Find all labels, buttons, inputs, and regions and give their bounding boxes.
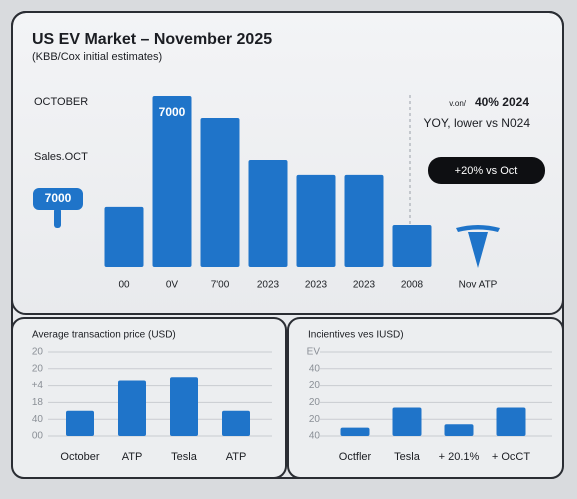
y-tick-label: +4 [32, 380, 44, 391]
chart-title: Average transaction price (USD) [32, 330, 176, 341]
x-tick-label: October [60, 451, 99, 463]
top-panel [11, 11, 564, 315]
bar [340, 427, 370, 436]
bar [392, 407, 422, 436]
logo [456, 225, 500, 268]
x-tick-label: + 20.1% [439, 451, 480, 463]
bar [152, 96, 192, 267]
x-tick-label: 7'00 [211, 280, 230, 291]
bar [222, 410, 250, 436]
y-tick-label: 40 [309, 363, 321, 374]
y-tick-label: 40 [309, 431, 321, 442]
callout-text: 7000 [45, 191, 72, 205]
y-tick-label: 20 [309, 397, 321, 408]
y-tick-label: 18 [32, 397, 44, 408]
right-panel [287, 317, 564, 479]
subtitle: (KBB/Cox initial estimates) [32, 51, 162, 63]
bar [170, 377, 198, 436]
x-tick-label: 0V [166, 280, 179, 291]
x-tick-label: Octfler [339, 451, 372, 463]
x-tick-label: 2008 [401, 280, 424, 291]
bar [66, 410, 94, 436]
y-tick-label: 20 [309, 414, 321, 425]
chart-title: Incientives ves IUSD) [308, 330, 404, 341]
annotation: OCTOBER [34, 96, 88, 108]
x-tick-label: 00 [118, 280, 130, 291]
y-tick-label: 20 [32, 363, 44, 374]
bar [496, 407, 526, 436]
y-tick-label: 20 [32, 347, 44, 358]
bar [444, 424, 474, 436]
callout-stem [54, 208, 61, 228]
bar [296, 174, 336, 267]
annotation: 40% 2024 [475, 95, 529, 109]
x-tick-label: Nov ATP [459, 280, 498, 291]
x-tick-label: Tesla [171, 451, 198, 463]
y-tick-label: 20 [309, 380, 321, 391]
y-tick-label: 40 [32, 414, 44, 425]
annotation: YOY, lower vs N024 [424, 116, 531, 130]
bar [118, 380, 146, 436]
x-tick-label: 2023 [257, 280, 280, 291]
bar [248, 160, 288, 267]
x-tick-label: ATP [122, 451, 143, 463]
left-panel [11, 317, 287, 479]
bar [200, 117, 240, 267]
x-tick-label: + OcCT [492, 451, 530, 463]
x-tick-label: Tesla [394, 451, 421, 463]
x-tick-label: 2023 [305, 280, 328, 291]
x-tick-label: 2023 [353, 280, 376, 291]
bar [104, 206, 144, 267]
annotation: Sales.OCT [34, 151, 88, 163]
value-label: 7000 [159, 105, 186, 119]
annotation: v.on/ [449, 99, 467, 108]
y-tick-label: EV [307, 347, 321, 358]
callout-box [33, 188, 83, 210]
pill-text: +20% vs Oct [455, 165, 518, 177]
y-tick-label: 00 [32, 431, 44, 442]
x-tick-label: ATP [226, 451, 247, 463]
bar [344, 174, 384, 267]
bar [392, 224, 432, 267]
pill [428, 157, 545, 184]
title: US EV Market – November 2025 [32, 31, 272, 48]
